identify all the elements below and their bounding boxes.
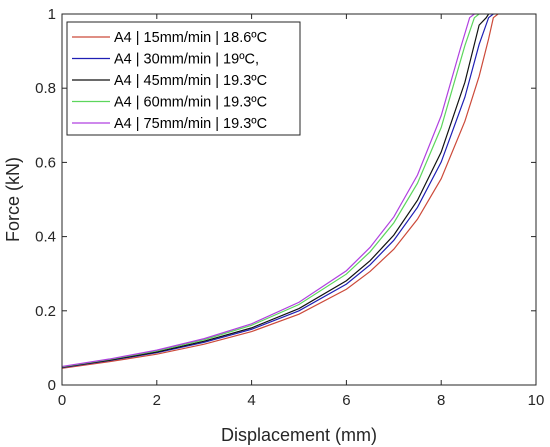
series-layer: [62, 14, 499, 369]
y-tick-label: 0.6: [35, 154, 56, 171]
y-tick-label: 0.4: [35, 229, 56, 246]
x-tick-label: 6: [342, 392, 350, 409]
y-tick-label: 0: [48, 377, 56, 394]
legend-label-4: A4 | 60mm/min | 19.3ºC: [114, 95, 267, 111]
x-tick-label: 0: [58, 392, 66, 409]
legend: A4 | 15mm/min | 18.6ºC A4 | 30mm/min | 19…: [66, 21, 301, 136]
legend-label-3: A4 | 45mm/min | 19.3ºC: [114, 73, 267, 89]
ticks-layer: 0 2 4 6 8 10 0 0.2 0.4 0.6 0.8 1: [35, 6, 544, 409]
y-tick-label: 0.2: [35, 303, 56, 320]
series-line-5: [62, 14, 475, 368]
x-tick-label: 2: [153, 392, 161, 409]
legend-label-2: A4 | 30mm/min | 19ºC,: [114, 52, 259, 68]
plot-frame: [61, 13, 537, 386]
legend-box: [66, 21, 301, 136]
y-axis-title: Force (kN): [3, 157, 23, 242]
x-tick-label: 8: [437, 392, 445, 409]
series-line-3: [62, 14, 490, 368]
y-tick-label: 0.8: [35, 80, 56, 97]
series-line-1: [62, 14, 499, 369]
y-tick-label: 1: [48, 6, 56, 23]
x-tick-label: 10: [528, 392, 545, 409]
series-line-2: [62, 14, 494, 369]
x-axis-title: Displacement (mm): [221, 425, 377, 445]
series-line-4: [62, 14, 480, 368]
legend-label-5: A4 | 75mm/min | 19.3ºC: [114, 116, 267, 132]
x-tick-label: 4: [247, 392, 255, 409]
legend-label-1: A4 | 15mm/min | 18.6ºC: [114, 30, 267, 46]
